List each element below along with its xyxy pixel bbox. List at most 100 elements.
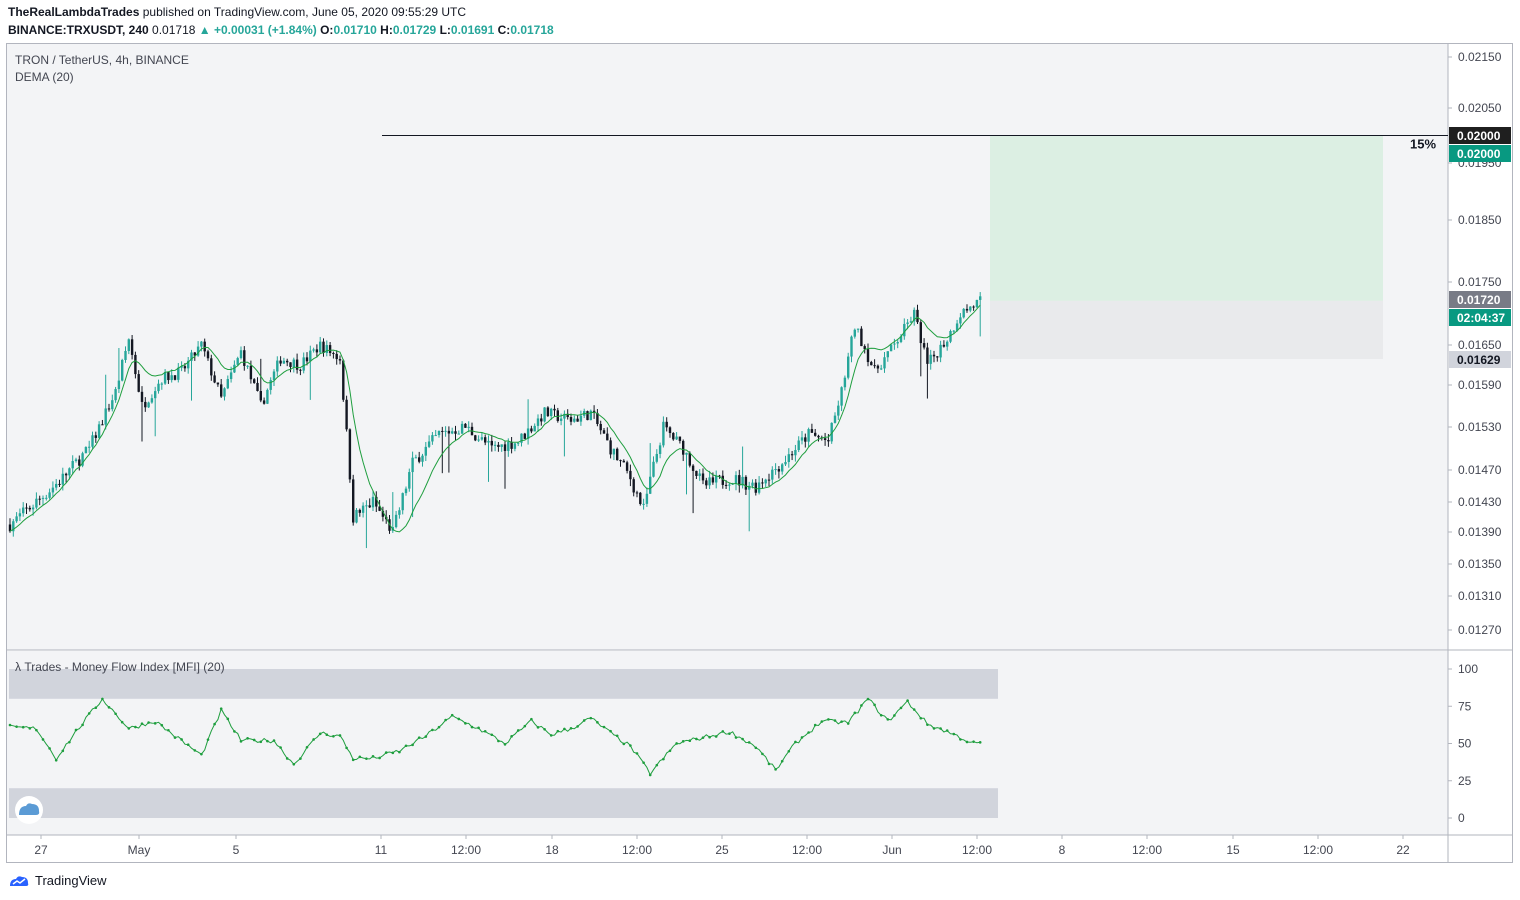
candle-body — [170, 375, 173, 381]
candle-body — [899, 336, 903, 343]
time-tick-label: 8 — [1059, 843, 1066, 857]
candle-body — [371, 496, 375, 508]
candle-body — [823, 438, 827, 441]
mfi-tick-label: 25 — [1458, 774, 1472, 788]
candle-body — [672, 433, 675, 440]
candle-body — [157, 383, 160, 392]
dema-legend[interactable]: DEMA (20) — [15, 70, 74, 84]
candle-body — [559, 418, 563, 421]
candle-body — [484, 437, 487, 443]
candle-body — [586, 411, 589, 421]
candle-body — [662, 421, 665, 446]
candle-body — [487, 440, 490, 443]
candle-body — [794, 450, 797, 456]
candle-body — [216, 382, 220, 385]
candle-body — [708, 477, 711, 486]
candle-body — [88, 446, 91, 448]
candle-body — [738, 475, 741, 486]
publish-info: TheRealLambdaTrades published on Trading… — [8, 5, 466, 19]
price-tick-label: 0.01270 — [1458, 623, 1502, 637]
candle-body — [398, 510, 401, 515]
candle-body — [949, 331, 952, 342]
candle-body — [58, 483, 61, 485]
candle-body — [104, 408, 107, 425]
candle-body — [431, 435, 434, 442]
candle-body — [701, 473, 705, 481]
candle-body — [754, 482, 757, 493]
candle-body — [51, 487, 55, 493]
candle-body — [223, 388, 226, 397]
candle-body — [352, 479, 355, 523]
candle-body — [55, 483, 58, 488]
candle-body — [781, 464, 784, 472]
candle-body — [187, 360, 190, 369]
watermark-cloud — [19, 803, 40, 815]
candle-body — [276, 360, 279, 372]
candle-body — [78, 459, 81, 466]
candle-body — [962, 308, 965, 318]
candle-body — [840, 387, 843, 406]
candle-body — [804, 437, 807, 442]
candle-body — [856, 328, 860, 330]
candle-body — [625, 462, 629, 471]
candle-body — [262, 400, 266, 404]
candle-body — [25, 507, 28, 509]
footer-brand[interactable]: TradingView — [35, 873, 107, 888]
candle-body — [639, 492, 642, 504]
low-value: 0.01691 — [450, 23, 495, 37]
candle-body — [299, 369, 302, 371]
target-price-label: 0.02000 — [1457, 147, 1501, 161]
candle-body — [873, 365, 876, 367]
candle-body — [61, 473, 64, 485]
main-pane-title[interactable]: TRON / TetherUS, 4h, BINANCE — [15, 53, 189, 67]
mfi-tick-label: 75 — [1458, 699, 1472, 713]
high-label: H: — [380, 23, 393, 37]
candle-body — [543, 407, 546, 422]
time-tick-label: 12:00 — [1132, 843, 1162, 857]
candle-body — [322, 341, 325, 353]
candle-body — [81, 453, 84, 466]
candle-body — [814, 432, 817, 436]
candle-body — [12, 521, 15, 532]
candle-body — [886, 351, 889, 358]
candle-body — [830, 422, 833, 442]
time-tick-label: 27 — [34, 843, 48, 857]
candle-body — [695, 470, 698, 476]
candle-body — [649, 476, 652, 494]
candle-body — [959, 317, 962, 324]
candle-body — [979, 296, 982, 300]
price-tick-label: 0.01390 — [1458, 525, 1502, 539]
candle-body — [236, 358, 239, 365]
candle-body — [467, 426, 470, 428]
candle-body — [810, 429, 814, 433]
candle-body — [45, 497, 48, 499]
candle-body — [942, 344, 946, 347]
candle-body — [757, 482, 761, 493]
mfi-oversold-band — [9, 788, 998, 818]
candle-body — [553, 408, 556, 411]
candle-body — [196, 346, 200, 356]
candle-body — [177, 367, 180, 380]
candle-body — [919, 322, 922, 344]
candle-body — [160, 383, 163, 385]
candle-body — [517, 442, 520, 444]
candle-body — [744, 476, 748, 490]
candle-body — [645, 493, 649, 504]
candle-body — [243, 350, 246, 366]
profit-zone — [990, 135, 1383, 301]
candle-body — [447, 430, 451, 434]
candle-body — [774, 469, 777, 471]
candle-body — [282, 360, 286, 364]
low-label: L: — [439, 23, 451, 37]
candle-body — [972, 306, 975, 308]
countdown-label-bg — [1449, 309, 1511, 326]
candle-body — [206, 351, 210, 359]
author-name[interactable]: TheRealLambdaTrades — [8, 5, 140, 19]
candle-body — [124, 350, 127, 360]
candle-body — [210, 358, 213, 376]
candle-body — [771, 469, 774, 480]
mfi-legend[interactable]: λ Trades - Money Flow Index [MFI] (20) — [15, 660, 225, 674]
candle-body — [889, 344, 893, 352]
candle-body — [691, 465, 695, 471]
